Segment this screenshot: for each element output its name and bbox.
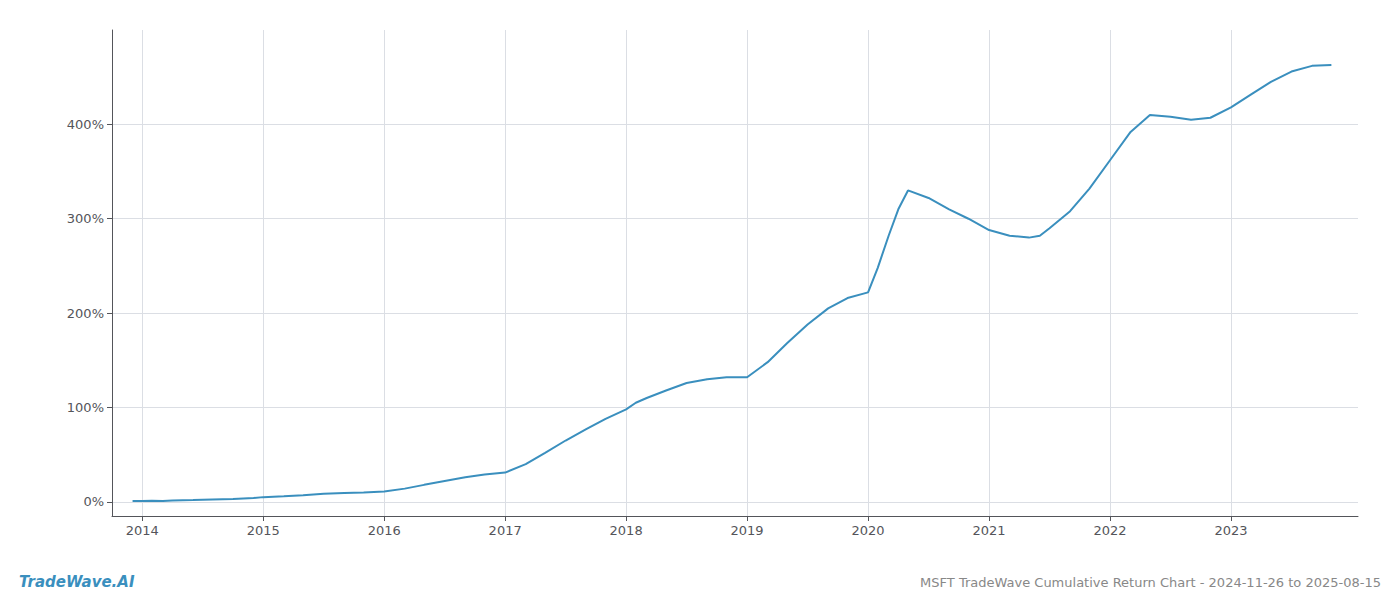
svg-text:2023: 2023 xyxy=(1214,523,1247,538)
svg-text:2015: 2015 xyxy=(247,523,280,538)
svg-text:2019: 2019 xyxy=(731,523,764,538)
svg-text:400%: 400% xyxy=(67,117,104,132)
svg-text:2021: 2021 xyxy=(972,523,1005,538)
svg-text:2017: 2017 xyxy=(489,523,522,538)
svg-text:100%: 100% xyxy=(67,400,104,415)
svg-text:2018: 2018 xyxy=(610,523,643,538)
svg-text:2016: 2016 xyxy=(368,523,401,538)
svg-text:MSFT TradeWave Cumulative Retu: MSFT TradeWave Cumulative Return Chart -… xyxy=(920,575,1381,590)
svg-text:0%: 0% xyxy=(83,494,104,509)
svg-text:2020: 2020 xyxy=(852,523,885,538)
svg-text:300%: 300% xyxy=(67,211,104,226)
svg-text:TradeWave.AI: TradeWave.AI xyxy=(19,573,135,591)
svg-text:2014: 2014 xyxy=(126,523,159,538)
svg-text:2022: 2022 xyxy=(1093,523,1126,538)
svg-text:200%: 200% xyxy=(67,306,104,321)
